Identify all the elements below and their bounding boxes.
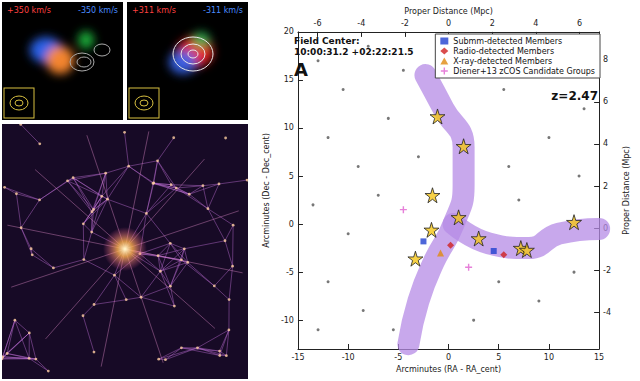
svg-text:Arcminutes (RA - RA_cent): Arcminutes (RA - RA_cent) (396, 365, 501, 374)
svg-text:Submm-detected Members: Submm-detected Members (453, 37, 562, 46)
svg-text:4: 4 (603, 139, 608, 148)
svg-text:Field Center:: Field Center: (294, 36, 360, 46)
svg-text:0: 0 (446, 353, 451, 362)
svg-text:Proper Distance (Mpc): Proper Distance (Mpc) (404, 7, 493, 16)
svg-text:5: 5 (496, 353, 501, 362)
svg-text:-15: -15 (291, 353, 304, 362)
svg-text:Radio-detected Members: Radio-detected Members (453, 47, 554, 56)
svg-text:Arcminutes (Dec - Dec_cent): Arcminutes (Dec - Dec_cent) (262, 133, 271, 248)
svg-text:20: 20 (284, 27, 294, 36)
svg-text:0: 0 (289, 220, 294, 229)
svg-text:-5: -5 (286, 268, 294, 277)
svg-text:15: 15 (594, 353, 604, 362)
svg-text:+311 km/s: +311 km/s (132, 6, 176, 15)
svg-text:10: 10 (284, 123, 294, 132)
svg-text:-10: -10 (281, 316, 294, 325)
svg-text:6: 6 (603, 97, 608, 106)
svg-text:-6: -6 (314, 19, 322, 28)
svg-text:2: 2 (490, 19, 495, 28)
svg-text:0: 0 (446, 19, 451, 28)
svg-text:6: 6 (577, 19, 582, 28)
svg-text:Diener+13 zCOS Candidate Group: Diener+13 zCOS Candidate Groups (453, 67, 595, 76)
svg-text:-2: -2 (603, 266, 611, 275)
svg-text:-311 km/s: -311 km/s (203, 6, 243, 15)
svg-text:10:00:31.2 +02:22:21.5: 10:00:31.2 +02:22:21.5 (294, 47, 414, 57)
svg-text:z=2.47: z=2.47 (551, 89, 598, 103)
svg-text:-10: -10 (342, 353, 355, 362)
svg-text:-350 km/s: -350 km/s (78, 6, 118, 15)
svg-text:8: 8 (603, 55, 608, 64)
svg-text:-5: -5 (394, 353, 402, 362)
svg-text:X-ray-detected Members: X-ray-detected Members (453, 57, 552, 66)
svg-text:-4: -4 (357, 19, 365, 28)
svg-text:A: A (294, 59, 308, 80)
svg-text:Proper Distance (Mpc): Proper Distance (Mpc) (622, 146, 631, 235)
svg-text:5: 5 (289, 172, 294, 181)
svg-text:+350 km/s: +350 km/s (7, 6, 51, 15)
svg-text:2: 2 (603, 182, 608, 191)
svg-text:4: 4 (533, 19, 538, 28)
svg-text:15: 15 (284, 75, 294, 84)
svg-text:10: 10 (544, 353, 554, 362)
svg-text:-2: -2 (401, 19, 409, 28)
svg-text:-4: -4 (603, 308, 611, 317)
